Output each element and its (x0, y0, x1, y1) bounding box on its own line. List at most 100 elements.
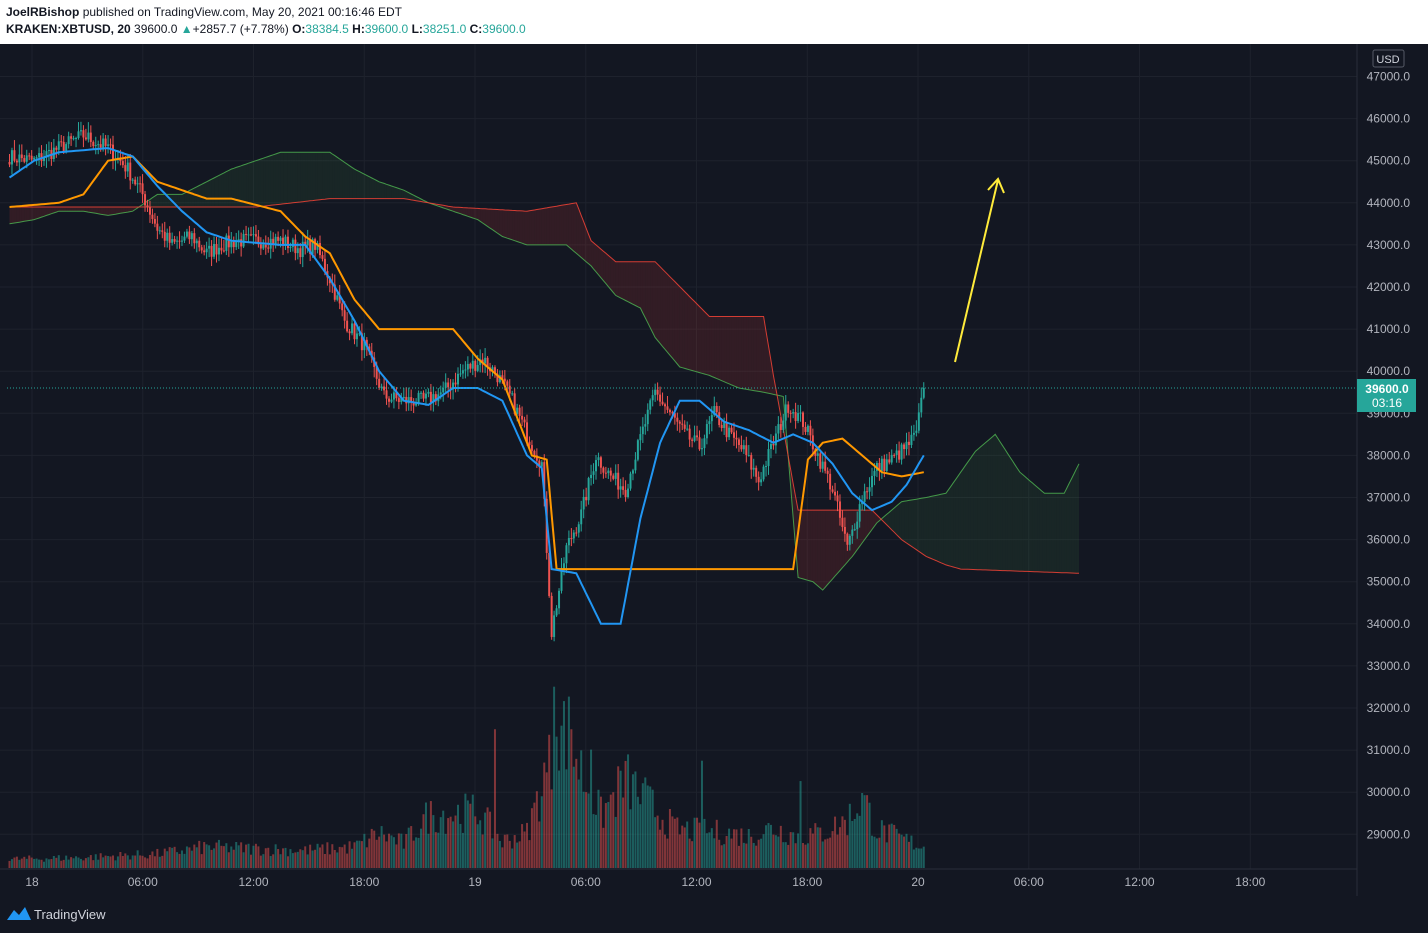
cloud-segment (554, 206, 557, 245)
candle-body (659, 394, 662, 402)
time-tick-label: 12:00 (1125, 875, 1155, 889)
cloud-segment (317, 152, 321, 200)
candle-body (710, 415, 713, 422)
cloud-segment (184, 191, 187, 208)
volume-bar (718, 839, 721, 868)
candle-body (661, 401, 664, 405)
cloud-segment (201, 183, 205, 208)
cloud-segment (822, 510, 826, 591)
tradingview-brand[interactable]: TradingView (34, 907, 106, 922)
candle-body (67, 136, 70, 145)
volume-bar (156, 848, 159, 868)
cloud-segment (812, 510, 816, 584)
tradingview-logo-icon[interactable] (6, 905, 32, 921)
volume-bar (97, 859, 100, 868)
cloud-segment (125, 207, 128, 213)
candle-body (70, 136, 73, 139)
cloud-segment (1032, 482, 1035, 572)
cloud-segment (1044, 493, 1047, 573)
cloud-segment (162, 194, 165, 208)
cloud-segment (563, 204, 567, 245)
cloud-segment (837, 510, 840, 574)
candle-body (565, 545, 568, 564)
cloud-segment (384, 183, 387, 199)
candle-body (55, 147, 58, 150)
volume-bar (659, 829, 662, 868)
volume-bar (538, 821, 541, 868)
volume-bar (348, 841, 351, 868)
cloud-segment (684, 291, 688, 370)
candle-body (319, 243, 322, 256)
candle-body (841, 517, 844, 527)
volume-bar (84, 858, 87, 868)
cloud-segment (793, 483, 796, 548)
price-tick-label: 29000.0 (1367, 827, 1411, 841)
cloud-segment (127, 207, 131, 213)
volume-bar (139, 855, 142, 868)
price-chart[interactable]: 47000.0 46000.0 45000.0 44000.0 43000.0 42000… (0, 44, 1428, 896)
time-axis[interactable]: 18 06:00 12:00 18:00 19 06:00 12:00 18:00 20 06:0… (25, 875, 1265, 889)
cloud-segment (738, 316, 742, 389)
candle-body (893, 454, 896, 456)
volume-bar (13, 857, 16, 868)
volume-bar (439, 817, 442, 868)
cloud-segment (1029, 480, 1033, 572)
price-tick-label: 43000.0 (1367, 238, 1411, 252)
candle-body (77, 131, 80, 138)
cloud-segment (389, 185, 392, 199)
volume-bar (161, 855, 164, 868)
cloud-segment (655, 261, 658, 341)
cloud-segment (492, 209, 495, 232)
volume-bar (668, 808, 671, 868)
volume-bar (543, 762, 546, 868)
cloud-segment (960, 468, 964, 570)
volume-bar (35, 858, 38, 868)
currency-badge[interactable] (1372, 49, 1405, 68)
close-label: C: (469, 22, 483, 36)
cloud-segment (677, 284, 680, 367)
candle-body (30, 155, 33, 160)
candle-body (678, 421, 681, 424)
price-axis[interactable]: 47000.0 46000.0 45000.0 44000.0 43000.0 42000… (1367, 70, 1411, 842)
volume-bar (267, 847, 270, 868)
volume-bar (338, 846, 341, 868)
volume-bar (755, 845, 758, 868)
candle-body (176, 240, 179, 242)
cloud-segment (593, 242, 597, 272)
candle-body (282, 237, 285, 246)
candle-body (700, 448, 703, 450)
cloud-segment (243, 164, 247, 208)
volume-bar (888, 824, 891, 868)
candle-body (205, 248, 208, 253)
trend-arrow-line[interactable] (954, 179, 999, 363)
volume-bar (274, 844, 277, 868)
candle-body (452, 382, 455, 390)
volume-bar (299, 849, 302, 868)
cloud-segment (729, 316, 732, 385)
trend-arrow-head[interactable] (987, 177, 1005, 194)
candle-body (831, 489, 834, 492)
price-tick-label: 30000.0 (1367, 785, 1411, 799)
volume-bar (72, 858, 75, 868)
candle-body (548, 552, 551, 596)
candle-body (784, 404, 787, 421)
volume-bar (277, 849, 280, 868)
volume-bar (321, 844, 324, 868)
volume-bar (794, 843, 797, 868)
candle-body (449, 387, 452, 390)
candle-body (87, 132, 90, 140)
cloud-segment (566, 204, 569, 248)
cloud-segment (1071, 473, 1075, 574)
cloud-segment (24, 207, 27, 222)
candle-body (168, 232, 171, 243)
candle-body (400, 398, 403, 402)
volume-bar (235, 841, 238, 868)
candle-body (173, 239, 176, 242)
candle-body (146, 205, 149, 208)
cloud-segment (403, 190, 407, 200)
cloud-segment (844, 510, 848, 565)
grid-lines (0, 44, 1357, 869)
candle-body (321, 255, 324, 259)
volume-bar (79, 858, 82, 868)
author-name[interactable]: JoelRBishop (6, 5, 80, 19)
